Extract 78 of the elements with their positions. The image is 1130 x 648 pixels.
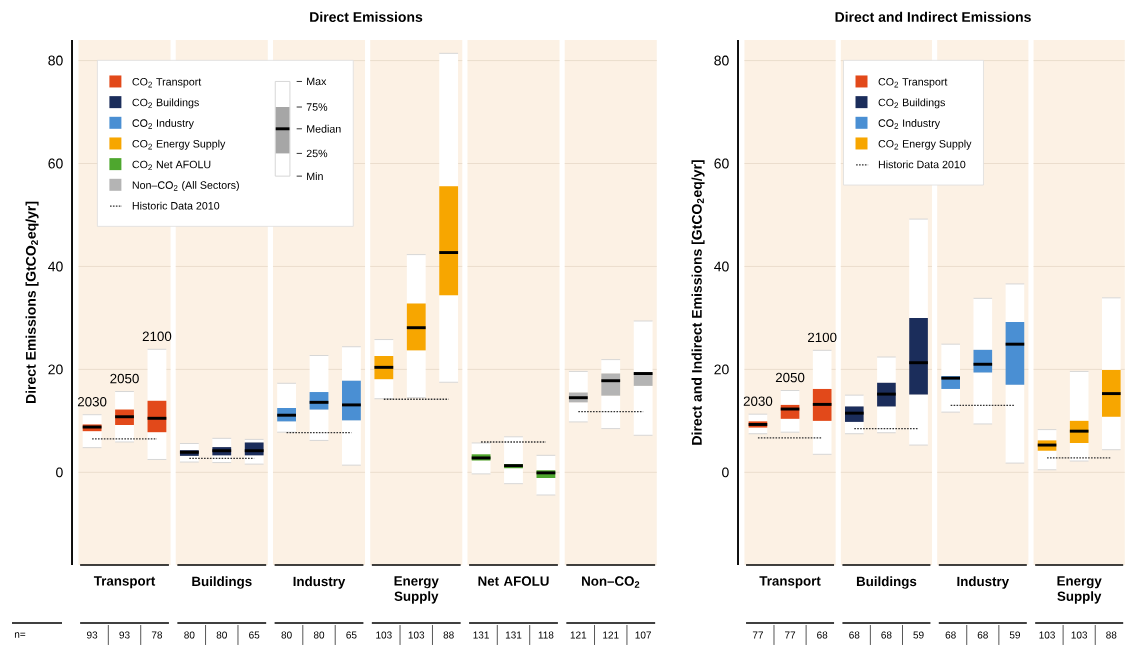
- y-tick-label: 80: [48, 55, 63, 66]
- y-tick-label: 60: [48, 158, 63, 169]
- y-tick-label: 20: [714, 364, 729, 375]
- text: 68: [977, 631, 988, 639]
- text: 88: [443, 631, 454, 639]
- text: 59: [1009, 631, 1021, 639]
- x-tick-label: Buildings: [192, 576, 252, 589]
- text: 68: [817, 631, 828, 639]
- x-tick-label: Energy Supply: [1057, 576, 1102, 604]
- text: 68: [881, 631, 892, 639]
- text: 77: [752, 631, 763, 639]
- legend-label: CO$_{2}$ Buildings: [132, 98, 199, 109]
- legend-label: CO$_{2}$ Transport: [132, 78, 202, 88]
- legend-label: CO$_{2}$ Industry: [878, 119, 941, 130]
- x-tick-label: Net AFOLU: [478, 576, 549, 586]
- text: 121: [603, 631, 619, 639]
- text: 77: [785, 631, 796, 639]
- text: 107: [635, 631, 651, 639]
- x-tick-label: Transport: [93, 576, 156, 589]
- y-axis-title: Direct and Indirect Emissions [GtCO$_{2}$eq/yr]: [691, 160, 705, 445]
- text: 65: [249, 631, 260, 639]
- annotation: 75%: [306, 103, 328, 111]
- legend-label: CO$_{2}$ Industry: [132, 119, 194, 130]
- text: 80: [313, 631, 325, 639]
- legend-label: CO$_{2}$ Energy Supply: [132, 139, 226, 150]
- text: 80: [281, 631, 292, 639]
- x-tick-label: Industry: [293, 576, 346, 589]
- text: 121: [570, 631, 587, 639]
- text: 88: [1106, 631, 1117, 639]
- annotation: 2030: [77, 396, 107, 407]
- annotation: Median: [307, 124, 341, 133]
- annotation: 2100: [142, 331, 172, 342]
- legend-label: Historic Data 2010: [878, 160, 966, 169]
- legend-label: CO$_{2}$ Transport: [878, 78, 948, 88]
- text: 103: [1039, 631, 1055, 639]
- legend-label: CO$_{2}$ Buildings: [878, 98, 946, 109]
- y-tick-label: 80: [714, 55, 729, 66]
- y-tick-label: 0: [722, 467, 729, 478]
- y-tick-label: 40: [48, 261, 63, 272]
- text: 103: [408, 631, 425, 639]
- annotation: 2050: [775, 372, 805, 383]
- legend-label: CO$_{2}$ Net AFOLU: [132, 160, 211, 171]
- y-tick-label: 0: [56, 467, 63, 478]
- x-tick-label: Energy Supply: [394, 576, 439, 604]
- x-tick-label: Non–CO$_{2}$: [582, 576, 640, 588]
- annotation: Max: [307, 77, 327, 86]
- legend-label: Historic Data 2010: [132, 201, 220, 210]
- y-axis-title: Direct Emissions [GtCO$_{2}$eq/yr]: [25, 201, 39, 404]
- annotation: 2100: [808, 332, 837, 343]
- x-tick-label: Transport: [759, 576, 821, 589]
- text: 103: [376, 631, 392, 639]
- text: 118: [538, 631, 554, 639]
- text: 93: [119, 631, 130, 639]
- annotation: Min: [307, 172, 323, 180]
- text: 131: [505, 631, 522, 639]
- x-tick-label: Industry: [957, 576, 1010, 589]
- text: 103: [1071, 631, 1088, 639]
- annotation: 2030: [743, 396, 773, 406]
- chart-title: Direct and Indirect Emissions: [835, 11, 1031, 22]
- text: 65: [346, 631, 357, 639]
- text: 93: [87, 631, 98, 639]
- y-tick-label: 40: [714, 261, 729, 272]
- text: 80: [216, 631, 227, 639]
- legend-label: CO$_{2}$ Energy Supply: [878, 139, 972, 150]
- text: n=: [14, 632, 26, 638]
- text: 68: [945, 631, 956, 639]
- text: 80: [184, 631, 195, 639]
- text: 68: [849, 631, 860, 639]
- text: 131: [473, 631, 489, 639]
- text: 78: [151, 631, 163, 639]
- annotation: 25%: [306, 149, 328, 158]
- legend-label: Non–CO$_{2}$ (All Sectors): [132, 181, 239, 192]
- x-tick-label: Buildings: [856, 576, 917, 589]
- chart-title: Direct Emissions: [310, 11, 423, 22]
- y-tick-label: 60: [714, 158, 729, 169]
- y-tick-label: 20: [48, 364, 63, 375]
- annotation: 2050: [110, 373, 139, 384]
- text: 59: [913, 631, 924, 639]
